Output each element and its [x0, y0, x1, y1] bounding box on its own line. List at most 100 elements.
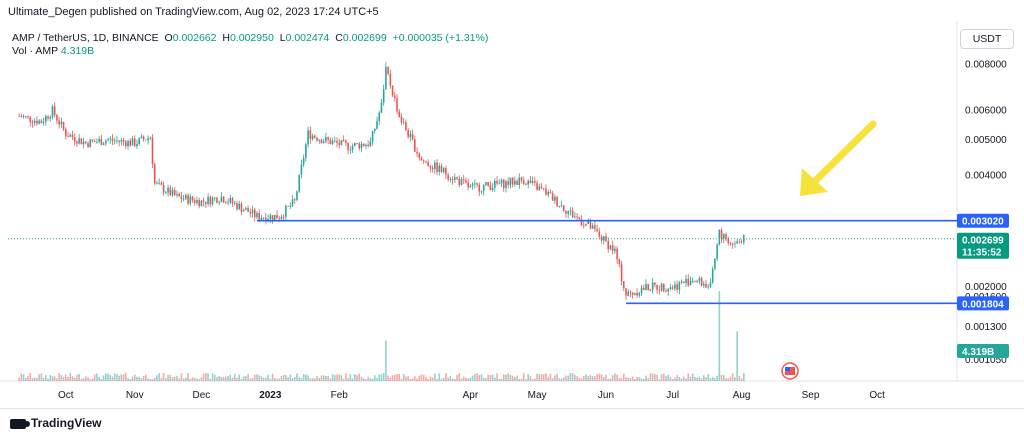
candle-body [514, 180, 516, 185]
candle-body [211, 197, 214, 205]
volume-bar [549, 373, 552, 381]
candle-body [620, 264, 623, 282]
volume-bar [640, 378, 643, 381]
candle-body [318, 139, 321, 141]
volume-bar [142, 375, 145, 381]
volume-bar [167, 374, 169, 381]
volume-bar [516, 375, 518, 381]
volume-bar [625, 377, 627, 381]
candle-body [640, 287, 643, 293]
candle-body [738, 241, 741, 243]
volume-bar [736, 331, 738, 381]
volume-bar [111, 376, 114, 381]
candle-body [142, 136, 145, 140]
candle-body [122, 139, 125, 142]
candle-body [736, 241, 738, 244]
volume-bar [398, 373, 401, 381]
volume-bar [607, 378, 610, 381]
candle-body [674, 284, 676, 289]
close-label: C [335, 32, 343, 44]
candle-body [240, 203, 243, 212]
volume-bar [471, 375, 474, 381]
volume-bar [202, 373, 205, 381]
volume-bar [507, 373, 509, 381]
volume-bar [105, 373, 107, 381]
candle-body [120, 139, 123, 142]
candle-body [596, 228, 598, 232]
candle-body [260, 218, 263, 220]
candle-body [562, 205, 565, 211]
volume-bar [396, 374, 398, 381]
volume-bar [698, 376, 701, 381]
volume-bar [269, 378, 272, 381]
candle-body [545, 188, 547, 195]
volume-bar [262, 377, 265, 381]
volume-bar [380, 374, 383, 381]
candle-body [40, 120, 43, 124]
volume-bar [327, 375, 329, 381]
candle-body [129, 140, 132, 146]
volume-bar [280, 376, 283, 381]
volume-bar [311, 378, 314, 381]
volume-value: 4.319B [60, 45, 95, 57]
volume-bar [147, 378, 149, 381]
volume-bar [494, 377, 496, 381]
candle-body [340, 140, 343, 145]
volume-bar [353, 374, 356, 381]
volume-bar [665, 376, 667, 381]
volume-bar [373, 375, 376, 381]
x-tick-label: Apr [463, 390, 479, 401]
candle-body [451, 179, 454, 181]
candle-body [616, 248, 618, 260]
volume-bar [113, 373, 116, 381]
candle-body [645, 284, 647, 290]
volume-bar [743, 373, 745, 381]
y-tick-label: 0.002000 [965, 282, 1007, 293]
candle-body [236, 203, 238, 210]
candle-body [136, 144, 138, 147]
volume-bar [207, 373, 209, 381]
candle-body [414, 139, 416, 152]
candle-body [660, 283, 663, 291]
volume-bar [629, 377, 632, 381]
price-chart[interactable]: Oct Nov Dec 2023 Feb Apr May Jun Jul Aug Sep Oct 0.… [0, 22, 1024, 408]
currency-button[interactable]: USDT [960, 29, 1014, 49]
volume-label: Vol · AMP [12, 45, 58, 57]
candle-body [358, 143, 361, 149]
volume-bar [345, 373, 347, 381]
volume-bar [442, 377, 445, 381]
candle-body [80, 138, 83, 145]
volume-bar [22, 374, 25, 381]
volume-bar [514, 376, 516, 381]
volume-bar [420, 374, 423, 381]
tradingview-logo[interactable]: TradingView [10, 416, 101, 430]
volume-bar [394, 374, 396, 381]
candle-body [111, 138, 114, 141]
candle-body [202, 200, 205, 202]
candle-body [478, 184, 481, 192]
candle-body [307, 130, 309, 145]
candle-body [385, 66, 387, 90]
candle-body [78, 138, 80, 144]
volume-bar [85, 376, 87, 381]
volume-bar [485, 378, 487, 381]
candle-body [225, 202, 227, 204]
candle-body [496, 180, 498, 184]
candle-body [731, 243, 734, 245]
candle-body [625, 288, 627, 296]
volume-bar [671, 378, 674, 381]
volume-bar [209, 378, 212, 381]
candle-body [476, 183, 478, 185]
candle-body [602, 236, 605, 241]
candle-body [527, 180, 529, 185]
volume-bar [534, 378, 536, 381]
volume-bar [425, 376, 427, 381]
x-tick-label: Aug [733, 390, 751, 401]
candle-body [365, 144, 367, 147]
candle-body [100, 139, 103, 145]
candle-body [276, 215, 278, 219]
candle-body [27, 116, 29, 117]
volume-bar [371, 378, 374, 381]
candle-body [669, 287, 672, 290]
volume-bar [723, 375, 725, 381]
